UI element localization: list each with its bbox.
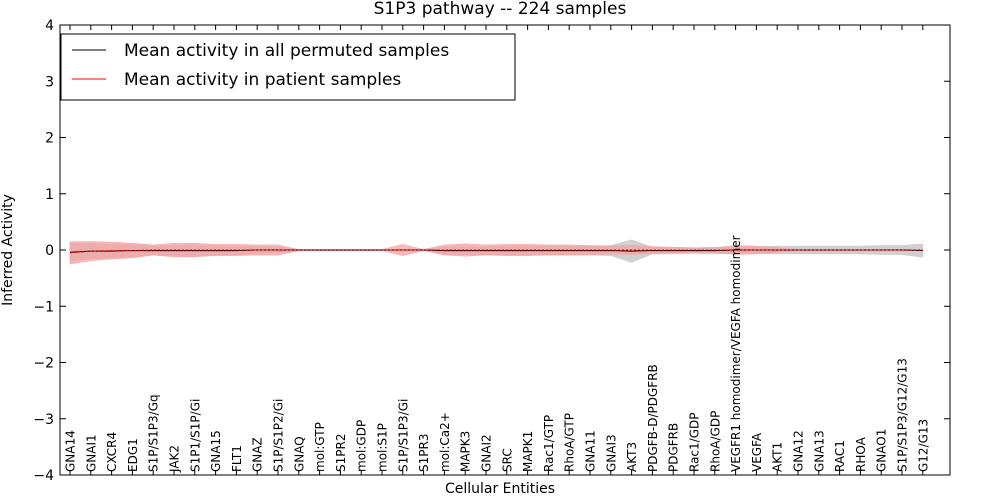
x-tick-label-rac1: RAC1 bbox=[833, 440, 847, 472]
y-tick-label: −1 bbox=[33, 299, 54, 315]
x-tick-label-s1p-s1p3-gi: S1P/S1P3/Gi bbox=[396, 399, 410, 472]
x-tick-label-s1p-s1p3-g12-g13: S1P/S1P3/G12/G13 bbox=[896, 358, 910, 472]
y-tick-label: 2 bbox=[45, 131, 54, 147]
x-tick-label-rhoa: RHOA bbox=[854, 436, 868, 472]
x-tick-label-pdgfrb: PDGFRB bbox=[667, 423, 681, 472]
x-tick-label-src: SRC bbox=[500, 448, 514, 472]
x-tick-label-akt1: AKT1 bbox=[771, 442, 785, 472]
x-tick-label-s1p-s1p2-gi: S1P/S1P2/Gi bbox=[272, 399, 286, 472]
x-tick-label-rhoa-gtp: RhoA/GTP bbox=[563, 413, 577, 472]
x-tick-label-edg1: EDG1 bbox=[126, 438, 140, 472]
x-tick-label-jak2: JAK2 bbox=[168, 445, 182, 473]
x-tick-label-mol-gdp: mol:GDP bbox=[355, 420, 369, 472]
legend: Mean activity in all permuted samples Me… bbox=[60, 33, 516, 101]
x-tick-label-rhoa-gdp: RhoA/GDP bbox=[708, 411, 722, 472]
x-tick-label-s1pr3: S1PR3 bbox=[417, 434, 431, 472]
x-tick-label-gnaq: GNAQ bbox=[292, 436, 306, 472]
y-tick-label: −3 bbox=[33, 412, 54, 428]
x-tick-label-s1p1-s1p-gi: S1P1/S1P/Gi bbox=[188, 399, 202, 472]
y-axis-label: Inferred Activity bbox=[0, 194, 16, 306]
x-tick-label-gna12: GNA12 bbox=[792, 430, 806, 472]
legend-label-permuted: Mean activity in all permuted samples bbox=[124, 41, 449, 61]
plot-frame bbox=[59, 24, 951, 476]
x-tick-label-vegfr1-homodimer-vegfa-homodimer: VEGFR1 homodimer/VEGFA homodimer bbox=[729, 235, 743, 472]
x-tick-label-g12-g13: G12/G13 bbox=[916, 419, 930, 472]
x-tick-label-flt1: FLT1 bbox=[230, 445, 244, 472]
x-tick-label-rac1-gtp: Rac1/GTP bbox=[542, 415, 556, 472]
x-tick-label-pdgfb-d-pdgfrb: PDGFB-D/PDGFRB bbox=[646, 364, 660, 472]
x-tick-label-rac1-gdp: Rac1/GDP bbox=[688, 413, 702, 472]
chart-title: S1P3 pathway -- 224 samples bbox=[374, 0, 627, 19]
x-tick-label-gna13: GNA13 bbox=[812, 430, 826, 472]
x-tick-label-s1pr2: S1PR2 bbox=[334, 434, 348, 472]
y-tick-label: 1 bbox=[45, 187, 54, 203]
x-tick-label-mapk1: MAPK1 bbox=[521, 431, 535, 472]
y-tick-label: −4 bbox=[33, 468, 54, 484]
x-axis-label: Cellular Entities bbox=[445, 481, 555, 497]
x-tick-label-gnai2: GNAI2 bbox=[480, 434, 494, 472]
x-tick-label-gnai1: GNAI1 bbox=[84, 434, 98, 472]
y-tick-label: 3 bbox=[45, 74, 54, 90]
series-lines bbox=[69, 249, 923, 254]
x-tick-label-akt3: AKT3 bbox=[625, 442, 639, 472]
x-tick-label-mol-s1p: mol:S1P bbox=[376, 423, 390, 472]
x-tick-label-gna15: GNA15 bbox=[209, 430, 223, 472]
x-axis: GNA14 GNAI1 CXCR4 EDG1 S1P/S1P3/Gq JAK2 S1P1/S… bbox=[64, 25, 930, 475]
x-tick-label-gnaz: GNAZ bbox=[251, 437, 265, 472]
y-tick-label: 0 bbox=[45, 243, 54, 259]
x-tick-label-mapk3: MAPK3 bbox=[459, 431, 473, 472]
legend-box bbox=[60, 33, 516, 101]
y-axis: −4 −3 −2 −1 0 1 2 3 4 bbox=[33, 18, 950, 484]
x-tick-label-gnai3: GNAI3 bbox=[604, 434, 618, 472]
x-tick-label-gna14: GNA14 bbox=[64, 430, 78, 472]
legend-label-patient: Mean activity in patient samples bbox=[124, 70, 401, 90]
x-tick-label-gnao1: GNAO1 bbox=[875, 429, 889, 472]
y-tick-label: −2 bbox=[33, 356, 54, 372]
x-tick-label-vegfa: VEGFA bbox=[750, 432, 764, 472]
line-mean-activity-in-all-permuted-samples bbox=[69, 249, 923, 253]
y-tick-label: 4 bbox=[45, 18, 54, 34]
x-tick-label-cxcr4: CXCR4 bbox=[105, 432, 119, 472]
x-tick-label-mol-ca2: mol:Ca2+ bbox=[438, 412, 452, 472]
x-tick-label-s1p-s1p3-gq: S1P/S1P3/Gq bbox=[147, 394, 161, 472]
x-tick-label-gna11: GNA11 bbox=[584, 430, 598, 472]
x-tick-label-mol-gtp: mol:GTP bbox=[313, 422, 327, 472]
